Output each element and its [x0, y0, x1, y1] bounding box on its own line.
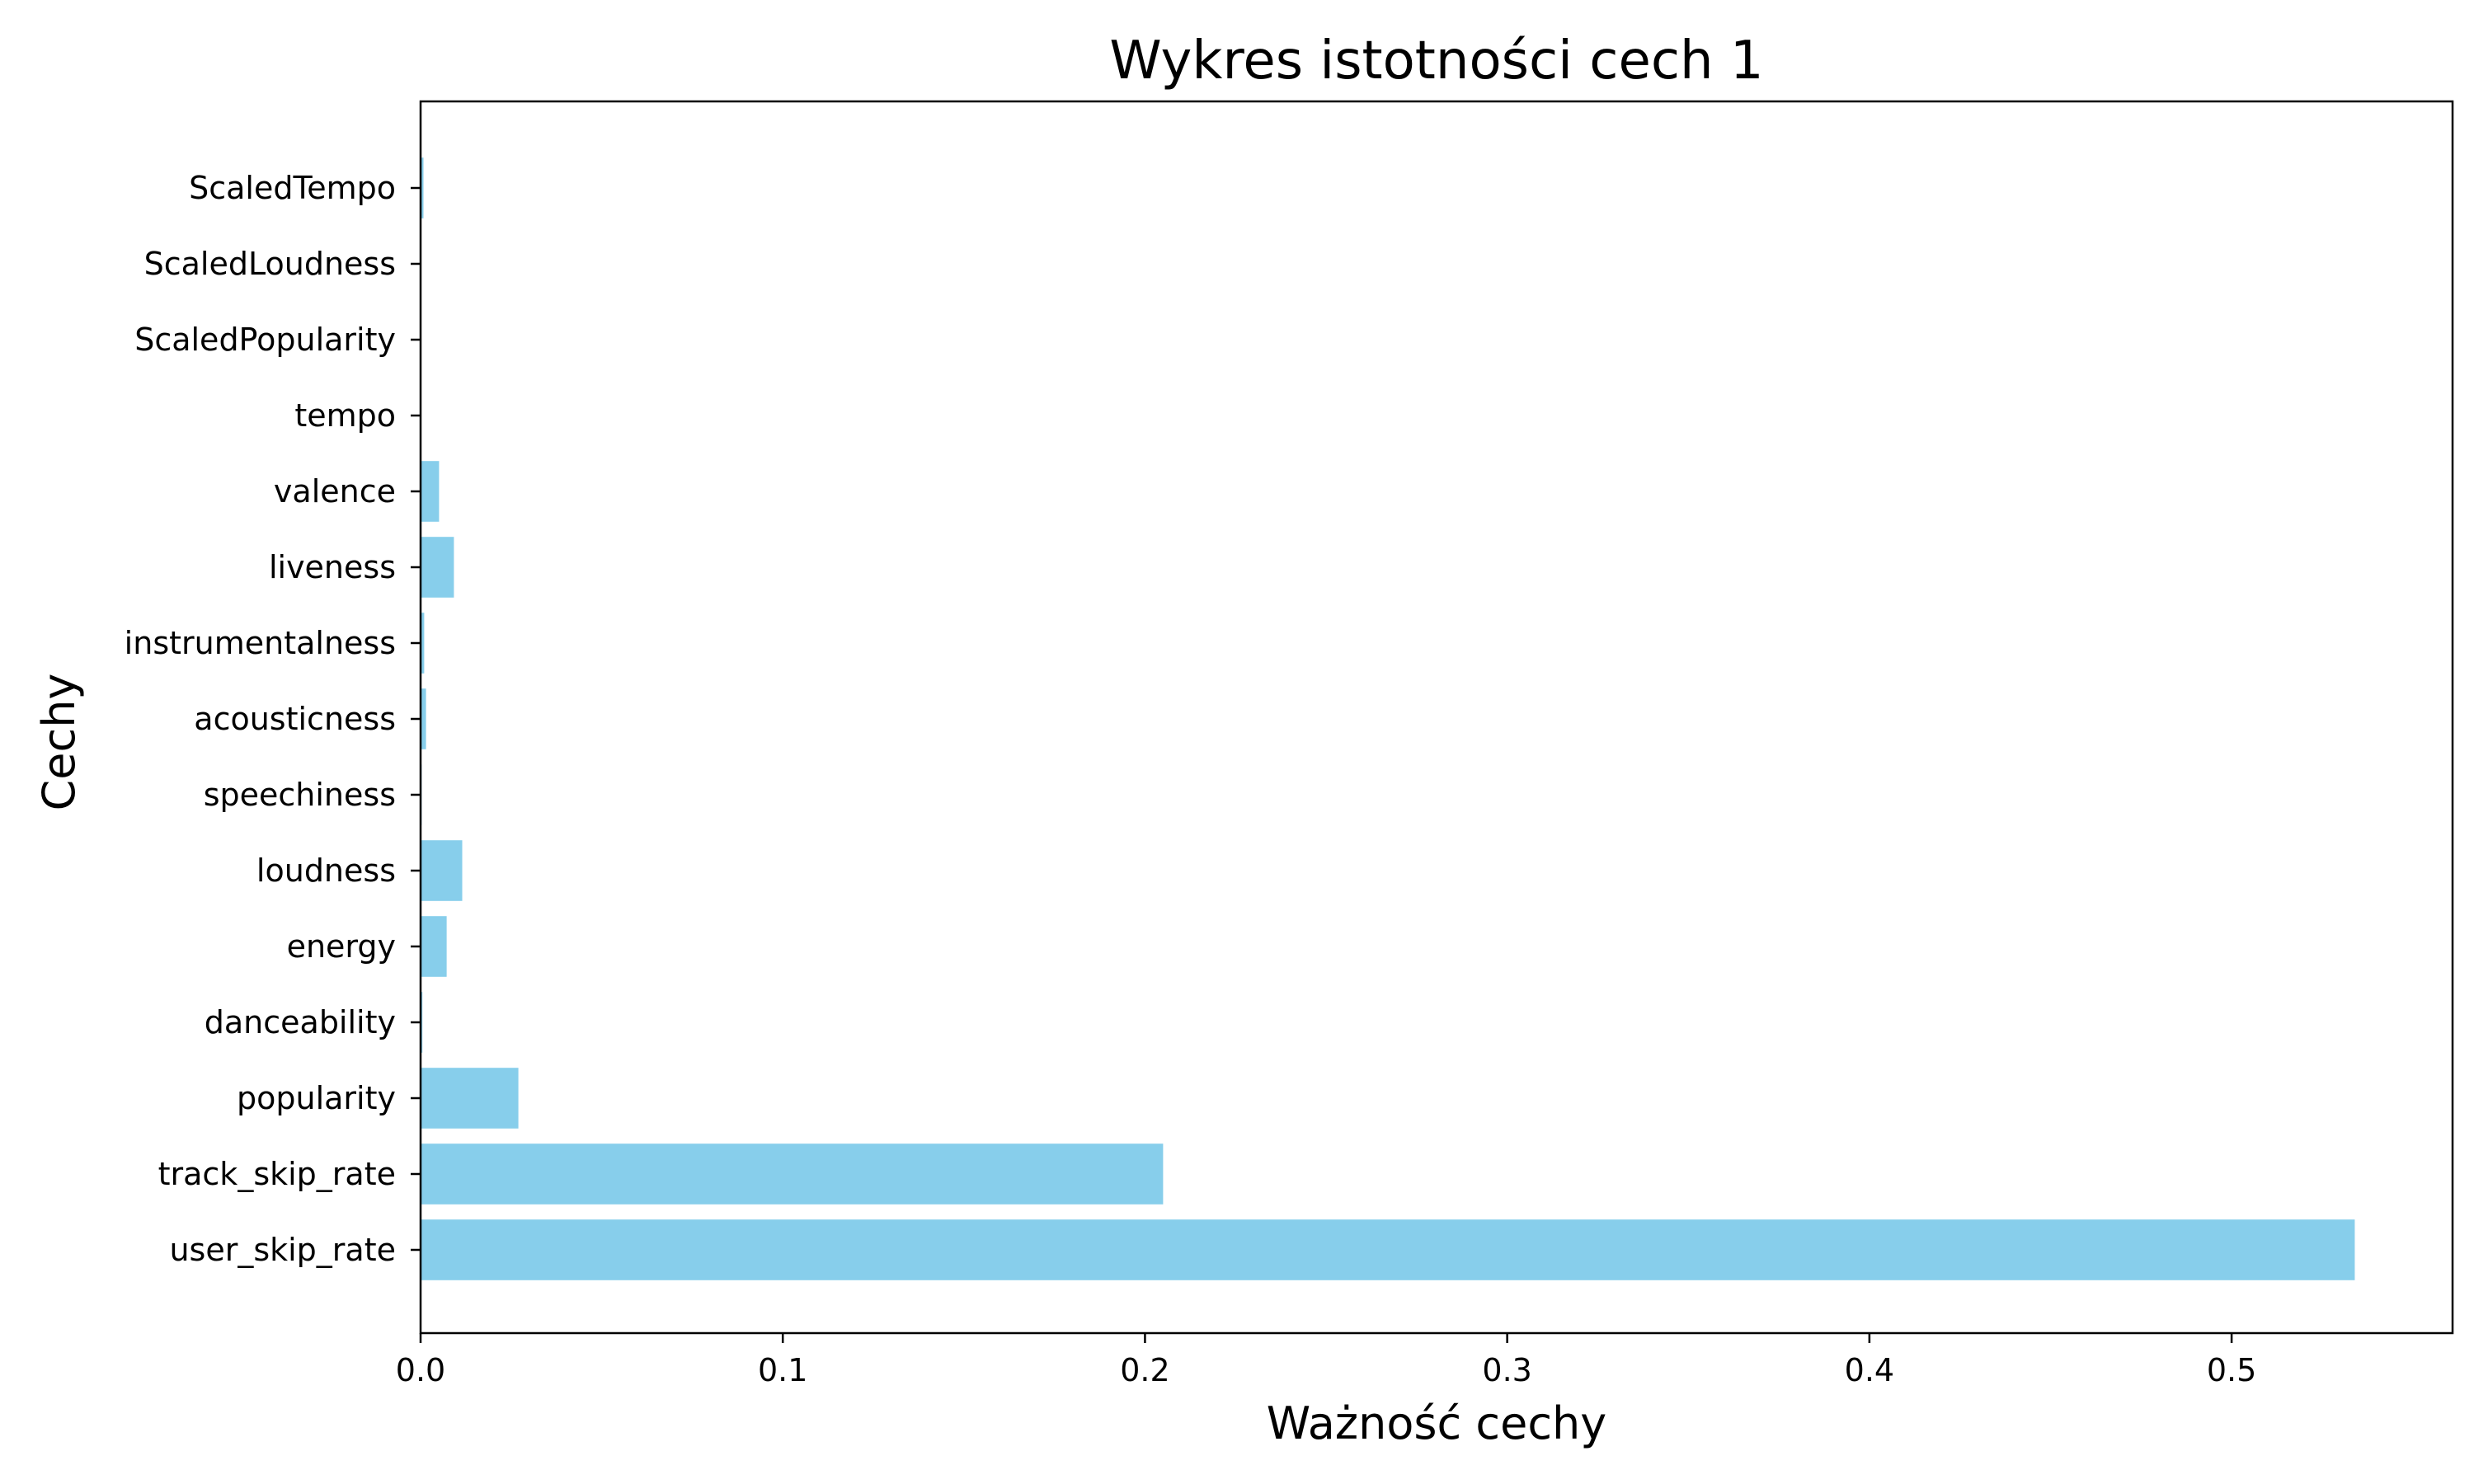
chart-title: Wykres istotności cech 1 — [1109, 31, 1763, 92]
bar-loudness — [421, 840, 463, 901]
y-tick-label: energy — [287, 928, 396, 965]
bars-group — [421, 157, 2355, 1280]
y-tick-label: popularity — [237, 1080, 396, 1116]
y-tick-label: ScaledTempo — [189, 170, 396, 206]
bar-popularity — [421, 1068, 519, 1129]
bar-valence — [421, 461, 440, 522]
bar-acousticness — [421, 688, 426, 749]
y-tick-label: ScaledLoudness — [144, 246, 396, 282]
y-tick-label: ScaledPopularity — [134, 322, 396, 358]
x-axis-title: Ważność cechy — [1267, 1397, 1606, 1449]
x-axis-ticks: 0.0 0.1 0.2 0.3 0.4 0.5 — [396, 1333, 2256, 1388]
y-tick-label: tempo — [294, 397, 396, 434]
y-tick-label: track_skip_rate — [158, 1156, 396, 1192]
bar-user_skip_rate — [421, 1219, 2355, 1280]
y-tick-label: user_skip_rate — [169, 1232, 396, 1268]
bar-liveness — [421, 537, 454, 598]
x-tick-label: 0.2 — [1120, 1352, 1169, 1388]
x-tick-label: 0.1 — [758, 1352, 807, 1388]
plot-frame — [419, 100, 2454, 1335]
y-tick-label: liveness — [269, 549, 396, 585]
bar-instrumentalness — [421, 613, 425, 674]
bar-energy — [421, 916, 447, 977]
x-tick-label: 0.4 — [1845, 1352, 1894, 1388]
y-axis-title: Cechy — [33, 674, 85, 811]
y-tick-label: valence — [274, 473, 396, 510]
bar-track_skip_rate — [421, 1144, 1164, 1205]
y-tick-label: speechiness — [204, 777, 396, 813]
bar-ScaledTempo — [421, 157, 424, 218]
y-tick-label: acousticness — [194, 701, 396, 737]
y-tick-label: loudness — [256, 852, 396, 889]
y-tick-label: instrumentalness — [125, 625, 396, 661]
x-tick-label: 0.3 — [1482, 1352, 1531, 1388]
y-axis-ticks: user_skip_rate track_skip_rate popularity d… — [125, 170, 421, 1268]
x-tick-label: 0.0 — [396, 1352, 445, 1388]
x-tick-label: 0.5 — [2207, 1352, 2256, 1388]
y-tick-label: danceability — [205, 1004, 396, 1040]
